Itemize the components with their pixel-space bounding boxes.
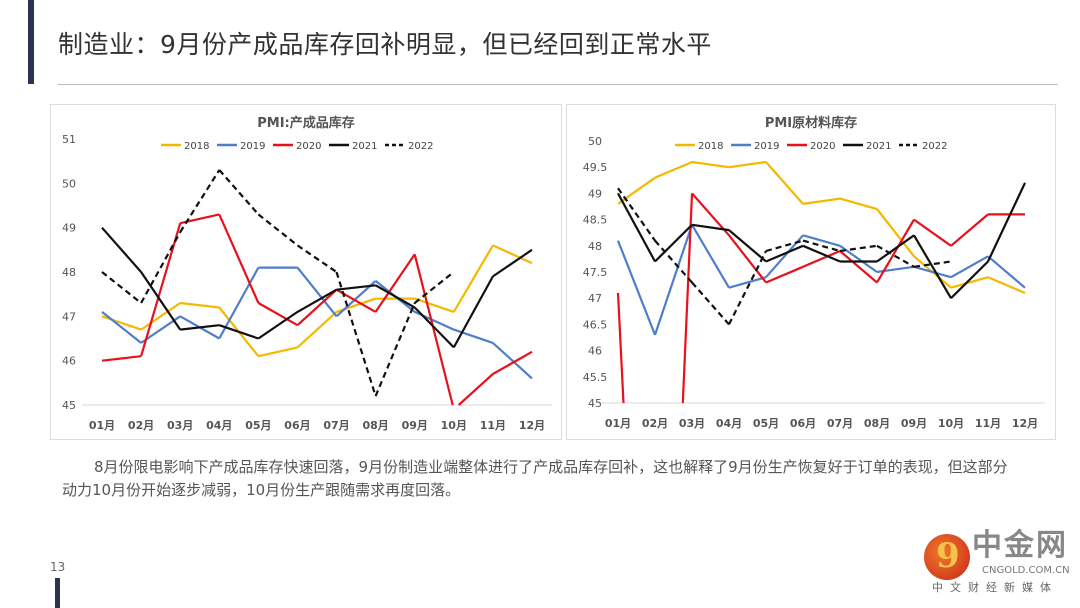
x-tick-label: 04月	[206, 419, 232, 432]
logo-icon	[924, 534, 970, 580]
series-line-2022	[617, 187, 952, 326]
footer-accent-bar	[55, 578, 60, 608]
chart-svg: PMI原材料库存 45 45.5 46 46.5 47 47.5 48 48.5 49 49.5 50…	[583, 115, 1045, 430]
y-tick-label: 48	[588, 240, 602, 253]
body-paragraph: 8月份限电影响下产成品库存快速回落，9月份制造业端整体进行了产成品库存回补，这也…	[62, 458, 1008, 499]
x-tick-label: 01月	[89, 419, 115, 432]
x-tick-label: 11月	[480, 419, 506, 432]
legend-label-2021: 2021	[352, 141, 377, 152]
y-tick-label: 50	[62, 177, 76, 190]
x-tick-label: 08月	[864, 417, 890, 430]
x-tick-label: 06月	[284, 419, 310, 432]
x-tick-label: 07月	[827, 417, 853, 430]
y-tick-label: 47	[62, 310, 76, 323]
logo: 中金网 CNGOLD.COM.CN 中文财经新媒体	[910, 530, 1075, 600]
series-line-2020	[616, 192, 1025, 404]
accent-bar	[28, 0, 34, 84]
x-tick-label: 02月	[128, 419, 154, 432]
legend-label-2019: 2019	[240, 141, 265, 152]
y-tick-label: 47.5	[583, 266, 608, 279]
x-tick-label: 03月	[679, 417, 705, 430]
legend-label-2019: 2019	[754, 141, 779, 152]
chart-title: PMI:产成品库存	[257, 115, 355, 131]
x-tick-label: 09月	[402, 419, 428, 432]
y-tick-label: 49.5	[583, 161, 608, 174]
x-tick-label: 05月	[245, 419, 271, 432]
x-tick-label: 06月	[790, 417, 816, 430]
x-tick-label: 10月	[938, 417, 964, 430]
y-tick-label: 49	[588, 187, 602, 200]
logo-slogan: 中文财经新媒体	[932, 581, 1058, 594]
series-line-2018	[617, 160, 1026, 295]
chart-finished-goods-inventory: PMI:产成品库存 45 46 47 48 49 50 51 01月 02月 03月 04月 05月 06…	[50, 104, 562, 440]
x-tick-label: 08月	[362, 419, 388, 432]
series-line-2021	[101, 226, 533, 349]
legend-label-2022: 2022	[922, 141, 947, 152]
y-tick-label: 49	[62, 222, 76, 235]
series-line-2019	[616, 224, 1026, 336]
logo-url: CNGOLD.COM.CN	[982, 565, 1070, 576]
y-tick-label: 48	[62, 266, 76, 279]
series-line-2022	[101, 169, 455, 397]
x-tick-label: 12月	[519, 419, 545, 432]
y-tick-label: 46	[62, 355, 76, 368]
x-tick-label: 01月	[605, 417, 631, 430]
x-tick-label: 12月	[1012, 417, 1038, 430]
y-tick-label: 51	[62, 133, 76, 146]
page-number: 13	[50, 560, 66, 574]
chart-title: PMI原材料库存	[765, 115, 857, 131]
logo-name: 中金网	[972, 528, 1068, 563]
legend-label-2018: 2018	[698, 141, 723, 152]
x-tick-label: 02月	[642, 417, 668, 430]
page-title: 制造业：9月份产成品库存回补明显，但已经回到正常水平	[58, 30, 712, 59]
y-tick-label: 45.5	[583, 371, 608, 384]
legend-label-2020: 2020	[810, 141, 835, 152]
x-tick-label: 05月	[753, 417, 779, 430]
chart-raw-material-inventory: PMI原材料库存 45 45.5 46 46.5 47 47.5 48 48.5 49 49.5 50…	[566, 104, 1056, 440]
y-tick-label: 46.5	[583, 318, 608, 331]
series-line-2020	[101, 213, 533, 406]
legend-label-2020: 2020	[296, 141, 321, 152]
series-line-2021	[617, 182, 1026, 299]
y-tick-label: 45	[62, 399, 76, 412]
x-tick-label: 09月	[901, 417, 927, 430]
y-tick-label: 45	[588, 397, 602, 410]
y-tick-label: 48.5	[583, 214, 608, 227]
y-tick-label: 46	[588, 345, 602, 358]
legend-label-2018: 2018	[184, 141, 209, 152]
y-tick-label: 50	[588, 135, 602, 148]
y-tick-label: 47	[588, 292, 602, 305]
chart-svg: PMI:产成品库存 45 46 47 48 49 50 51 01月 02月 03月 04月 05月 06…	[62, 115, 552, 432]
x-tick-label: 11月	[975, 417, 1001, 430]
x-tick-label: 04月	[716, 417, 742, 430]
title-divider	[58, 84, 1058, 85]
x-tick-label: 10月	[441, 419, 467, 432]
legend-label-2022: 2022	[408, 141, 433, 152]
x-tick-label: 07月	[323, 419, 349, 432]
x-tick-label: 03月	[167, 419, 193, 432]
legend-label-2021: 2021	[866, 141, 891, 152]
